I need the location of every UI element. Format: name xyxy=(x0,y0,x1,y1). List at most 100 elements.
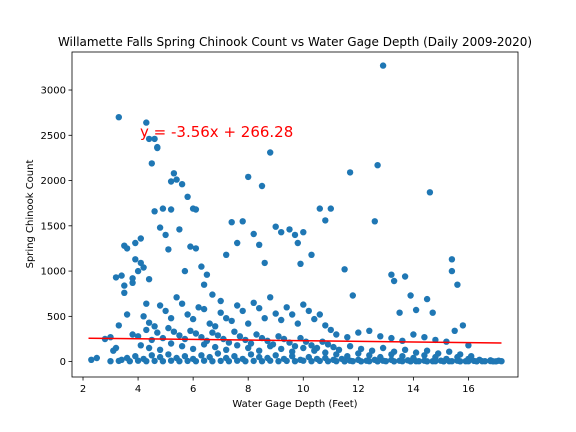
data-point-44 xyxy=(184,193,191,200)
data-point-67 xyxy=(291,231,299,239)
data-point-33 xyxy=(159,205,167,212)
regression-equation-label: y = -3.56x + 266.28 xyxy=(140,123,293,141)
data-point-111 xyxy=(228,317,235,325)
data-point-101 xyxy=(173,294,180,301)
data-point-316 xyxy=(465,358,472,365)
data-point-305 xyxy=(374,358,381,365)
data-point-1 xyxy=(93,354,101,362)
data-point-125 xyxy=(305,307,312,315)
data-point-49 xyxy=(198,263,205,270)
data-point-299 xyxy=(324,358,332,365)
y-tick-label: 500 xyxy=(47,312,66,323)
data-point-68 xyxy=(294,239,301,247)
data-point-54 xyxy=(223,251,230,258)
data-point-39 xyxy=(170,170,178,177)
data-point-87 xyxy=(423,295,431,303)
data-point-294 xyxy=(283,357,290,365)
data-point-282 xyxy=(184,357,191,365)
data-point-0 xyxy=(88,356,95,363)
data-point-137 xyxy=(410,331,417,338)
data-point-85 xyxy=(407,292,414,299)
data-point-303 xyxy=(357,358,365,365)
data-point-147 xyxy=(159,334,167,342)
data-point-145 xyxy=(148,336,155,344)
data-point-274 xyxy=(115,357,123,365)
x-tick-label: 14 xyxy=(407,384,420,395)
data-point-36 xyxy=(165,246,172,253)
data-point-37 xyxy=(167,206,175,213)
data-point-283 xyxy=(192,358,200,365)
data-point-122 xyxy=(289,311,296,318)
data-point-203 xyxy=(256,347,263,354)
data-point-302 xyxy=(349,358,356,365)
data-point-196 xyxy=(178,343,186,350)
data-point-139 xyxy=(432,336,439,344)
regression-layer xyxy=(88,337,502,344)
data-point-112 xyxy=(234,302,241,309)
data-point-77 xyxy=(346,169,354,176)
data-point-106 xyxy=(200,305,208,313)
data-point-66 xyxy=(286,226,293,233)
data-point-241 xyxy=(247,351,255,358)
data-point-103 xyxy=(184,311,191,318)
data-point-178 xyxy=(330,343,337,351)
data-point-93 xyxy=(459,322,467,329)
data-point-158 xyxy=(220,335,227,343)
data-point-129 xyxy=(327,326,334,334)
data-point-126 xyxy=(311,315,318,323)
data-point-80 xyxy=(379,62,387,69)
data-point-173 xyxy=(302,338,310,345)
data-point-60 xyxy=(256,241,263,248)
data-point-102 xyxy=(178,300,186,307)
data-point-17 xyxy=(132,239,139,247)
data-point-22 xyxy=(137,259,144,267)
data-point-90 xyxy=(448,256,456,263)
data-point-177 xyxy=(324,341,332,348)
data-point-277 xyxy=(143,358,150,365)
data-point-29 xyxy=(151,135,158,143)
data-point-81 xyxy=(388,271,395,278)
data-point-27 xyxy=(145,135,153,143)
data-point-304 xyxy=(366,358,373,365)
data-point-281 xyxy=(176,358,183,365)
data-point-113 xyxy=(239,307,246,315)
data-point-159 xyxy=(225,339,233,346)
data-point-98 xyxy=(156,302,164,309)
data-point-218 xyxy=(421,352,428,359)
data-point-280 xyxy=(167,357,175,364)
data-point-192 xyxy=(137,342,144,349)
data-point-284 xyxy=(200,357,208,364)
data-point-76 xyxy=(349,292,356,299)
data-point-115 xyxy=(250,299,257,306)
data-point-34 xyxy=(156,224,164,231)
data-point-143 xyxy=(134,333,142,340)
data-point-231 xyxy=(165,351,172,358)
data-point-133 xyxy=(366,327,373,334)
data-point-64 xyxy=(272,223,279,230)
data-point-59 xyxy=(250,230,257,238)
data-point-201 xyxy=(234,342,241,349)
data-point-55 xyxy=(228,219,235,226)
data-point-116 xyxy=(256,305,263,312)
data-point-11 xyxy=(121,282,128,289)
data-point-88 xyxy=(429,309,436,316)
data-point-200 xyxy=(223,346,230,353)
data-point-108 xyxy=(212,323,219,330)
data-point-19 xyxy=(129,275,136,282)
data-point-295 xyxy=(291,358,299,365)
data-point-123 xyxy=(294,320,301,327)
data-point-45 xyxy=(187,243,194,250)
data-point-124 xyxy=(300,301,307,308)
data-point-82 xyxy=(390,277,398,285)
data-point-56 xyxy=(234,239,241,247)
data-point-57 xyxy=(239,218,246,225)
data-point-193 xyxy=(145,344,153,352)
data-point-276 xyxy=(134,357,142,364)
data-point-69 xyxy=(297,260,304,267)
data-point-141 xyxy=(465,342,472,349)
data-point-75 xyxy=(341,266,348,273)
data-point-199 xyxy=(212,343,219,351)
data-point-156 xyxy=(209,329,216,336)
data-point-38 xyxy=(167,178,175,185)
